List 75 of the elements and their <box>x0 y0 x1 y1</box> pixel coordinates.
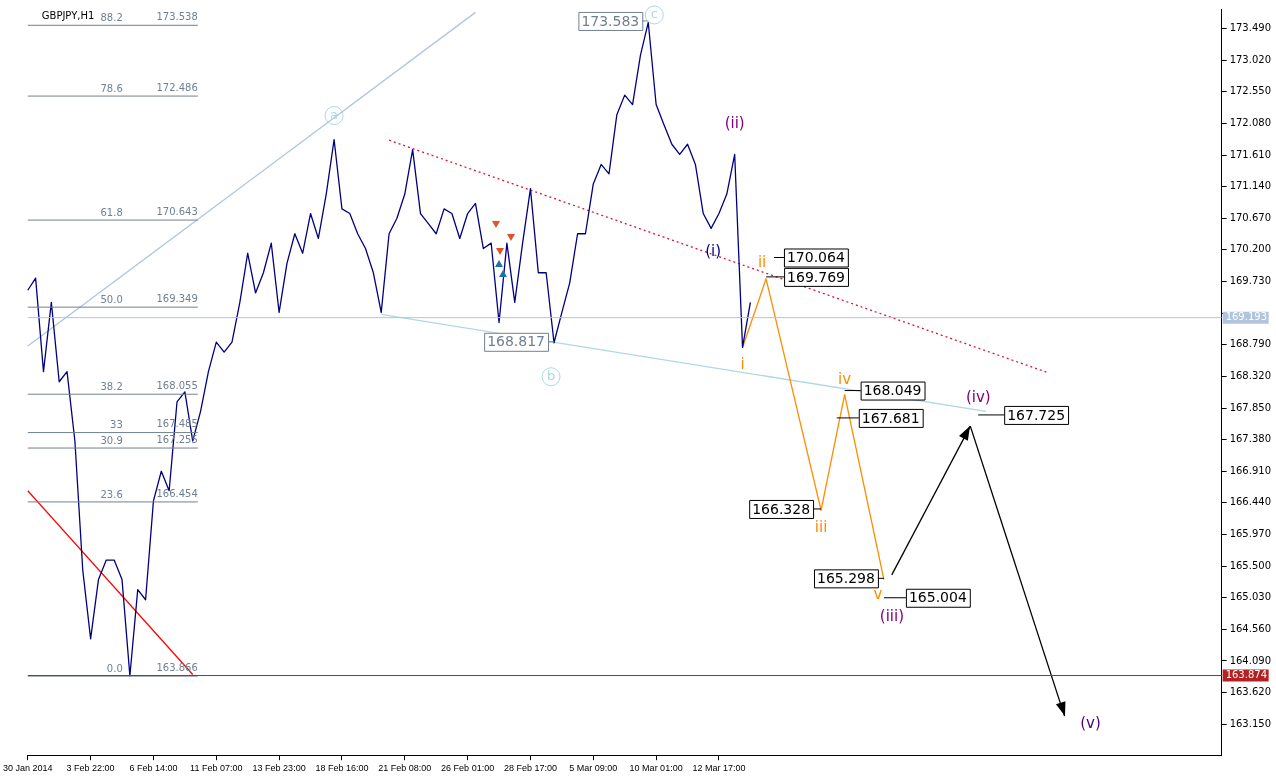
y-tick-label: 165.030 <box>1229 591 1272 603</box>
ref-line-label: 169.349 <box>156 292 198 304</box>
annotation: 0.0 <box>106 662 123 674</box>
ref-line-label: 168.055 <box>156 379 198 391</box>
y-tick-label: 166.440 <box>1229 496 1272 508</box>
y-tick-label: 163.150 <box>1229 717 1272 729</box>
x-tick-label: 13 Feb 23:00 <box>252 763 306 774</box>
y-tick-label: 165.970 <box>1229 528 1272 540</box>
y-tick-label: 169.730 <box>1229 275 1272 287</box>
y-tick-label: 168.320 <box>1229 369 1272 381</box>
x-tick-label: 5 Mar 09:00 <box>569 763 618 774</box>
x-tick-label: 30 Jan 2014 <box>3 763 53 774</box>
annotation: 170.064 <box>786 249 845 266</box>
y-tick-label: 167.380 <box>1229 433 1272 445</box>
x-tick-label: 11 Feb 07:00 <box>190 763 243 774</box>
y-tick-label: 173.490 <box>1229 22 1272 34</box>
annotation: (iv) <box>965 387 991 406</box>
annotation: 88.2 <box>100 11 123 23</box>
annotation: b <box>546 368 556 384</box>
annotation: 33 <box>110 419 123 431</box>
annotation: (iii) <box>879 607 905 626</box>
y-tick-label: 173.020 <box>1229 53 1272 65</box>
y-tick-label: 164.090 <box>1229 654 1272 666</box>
x-tick-label: 3 Feb 22:00 <box>66 763 115 774</box>
annotation: i <box>740 355 745 374</box>
annotation: iii <box>814 518 828 537</box>
y-tick-label: 165.500 <box>1229 559 1272 571</box>
ref-line-label: 163.874 <box>1225 669 1268 681</box>
annotation: 168.817 <box>487 333 546 350</box>
annotation: 38.2 <box>100 380 123 392</box>
annotation: 167.681 <box>861 409 920 426</box>
y-tick-label: 164.560 <box>1229 622 1272 634</box>
x-tick-label: 21 Feb 08:00 <box>378 763 432 774</box>
ref-line-label: 169.193 <box>1225 311 1268 323</box>
y-tick-label: 163.620 <box>1229 686 1272 698</box>
x-tick-label: 12 Mar 17:00 <box>692 763 746 774</box>
y-tick-label: 166.910 <box>1229 464 1272 476</box>
annotation: 30.9 <box>100 434 123 446</box>
annotation: (ii) <box>724 114 745 133</box>
annotation: 168.049 <box>863 382 922 399</box>
annotation: 173.583 <box>581 12 640 29</box>
annotation: c <box>650 6 658 22</box>
y-tick-label: 170.200 <box>1229 243 1272 255</box>
ref-line-label: 166.454 <box>156 487 198 499</box>
ref-line-label: 172.486 <box>156 81 198 93</box>
y-tick-label: 172.550 <box>1229 85 1272 97</box>
annotation: (i) <box>705 242 722 261</box>
annotation: (v) <box>1080 713 1101 732</box>
y-tick-label: 170.670 <box>1229 211 1272 223</box>
annotation: 169.769 <box>787 268 845 285</box>
annotation: iv <box>838 370 852 389</box>
annotation: 78.6 <box>100 82 123 94</box>
x-tick-label: 18 Feb 16:00 <box>315 763 369 774</box>
annotation: 165.004 <box>908 589 967 606</box>
y-tick-label: 171.610 <box>1229 148 1272 160</box>
x-tick-label: 26 Feb 01:00 <box>441 763 495 774</box>
ref-line-label: 173.538 <box>156 10 198 22</box>
annotation: 167.725 <box>1007 406 1066 423</box>
x-tick-label: 10 Mar 01:00 <box>629 763 683 774</box>
y-tick-label: 167.850 <box>1229 401 1272 413</box>
annotation: ii <box>757 252 767 271</box>
y-tick-label: 171.140 <box>1229 180 1272 192</box>
x-tick-label: 28 Feb 17:00 <box>503 763 557 774</box>
annotation: 23.6 <box>100 488 123 500</box>
annotation: 166.328 <box>752 500 811 517</box>
y-tick-label: 168.790 <box>1229 338 1272 350</box>
annotation: v <box>873 585 883 604</box>
x-tick-label: 6 Feb 14:00 <box>129 763 178 774</box>
annotation: 50.0 <box>100 293 123 305</box>
annotation: 165.298 <box>817 569 875 586</box>
y-tick-label: 172.080 <box>1229 116 1272 128</box>
annotation: 61.8 <box>100 206 123 218</box>
chart-title: GBPJPY,H1 <box>41 9 95 21</box>
ref-line-label: 170.643 <box>156 205 198 217</box>
annotation: a <box>330 106 339 122</box>
